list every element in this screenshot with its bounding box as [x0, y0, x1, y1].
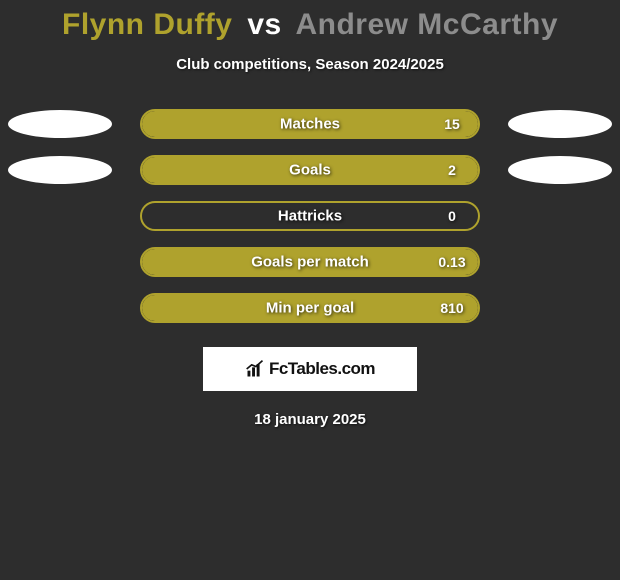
stat-label: Goals: [289, 162, 331, 179]
player1-badge: [8, 156, 112, 184]
stats-container: Matches 15 Goals 2 Hattricks 0 Goals per match…: [0, 109, 620, 323]
brand-box[interactable]: FcTables.com: [203, 347, 417, 391]
stat-value-right-wrap: 0.13: [432, 247, 472, 277]
comparison-title: Flynn Duffy vs Andrew McCarthy: [0, 0, 620, 42]
stat-value-right-wrap: 15: [432, 109, 472, 139]
stat-label: Hattricks: [278, 208, 342, 225]
stat-row: Goals 2: [0, 155, 620, 185]
footer-date: 18 january 2025: [0, 411, 620, 428]
stat-value-right: 810: [440, 300, 463, 316]
stat-row: Goals per match 0.13: [0, 247, 620, 277]
stat-value-right-wrap: 810: [432, 293, 472, 323]
stat-value-left-wrap: [148, 109, 188, 139]
stat-row: Min per goal 810: [0, 293, 620, 323]
stat-value-right: 2: [448, 162, 456, 178]
player2-badge: [508, 110, 612, 138]
stat-value-left-wrap: [148, 293, 188, 323]
vs-label: vs: [241, 8, 287, 41]
player2-badge: [508, 156, 612, 184]
stat-label: Min per goal: [266, 300, 354, 317]
bar-chart-icon: [245, 359, 265, 379]
stat-value-left-wrap: [148, 247, 188, 277]
stat-bar-track: Min per goal: [140, 293, 480, 323]
stat-label: Matches: [280, 116, 340, 133]
player1-name: Flynn Duffy: [62, 8, 233, 41]
stat-value-right-wrap: 2: [432, 155, 472, 185]
brand-text: FcTables.com: [269, 359, 375, 379]
subtitle: Club competitions, Season 2024/2025: [0, 56, 620, 73]
stat-value-left-wrap: [148, 155, 188, 185]
stat-bar-track: Goals per match: [140, 247, 480, 277]
stat-value-right: 0: [448, 208, 456, 224]
stat-value-right: 15: [444, 116, 460, 132]
player1-badge: [8, 110, 112, 138]
stat-value-right-wrap: 0: [432, 201, 472, 231]
stat-bar-track: Hattricks: [140, 201, 480, 231]
stat-bar-track: Matches: [140, 109, 480, 139]
player2-name: Andrew McCarthy: [295, 8, 558, 41]
stat-row: Matches 15: [0, 109, 620, 139]
stat-label: Goals per match: [251, 254, 369, 271]
stat-bar-track: Goals: [140, 155, 480, 185]
stat-value-left-wrap: [148, 201, 188, 231]
stat-row: Hattricks 0: [0, 201, 620, 231]
stat-value-right: 0.13: [438, 254, 465, 270]
